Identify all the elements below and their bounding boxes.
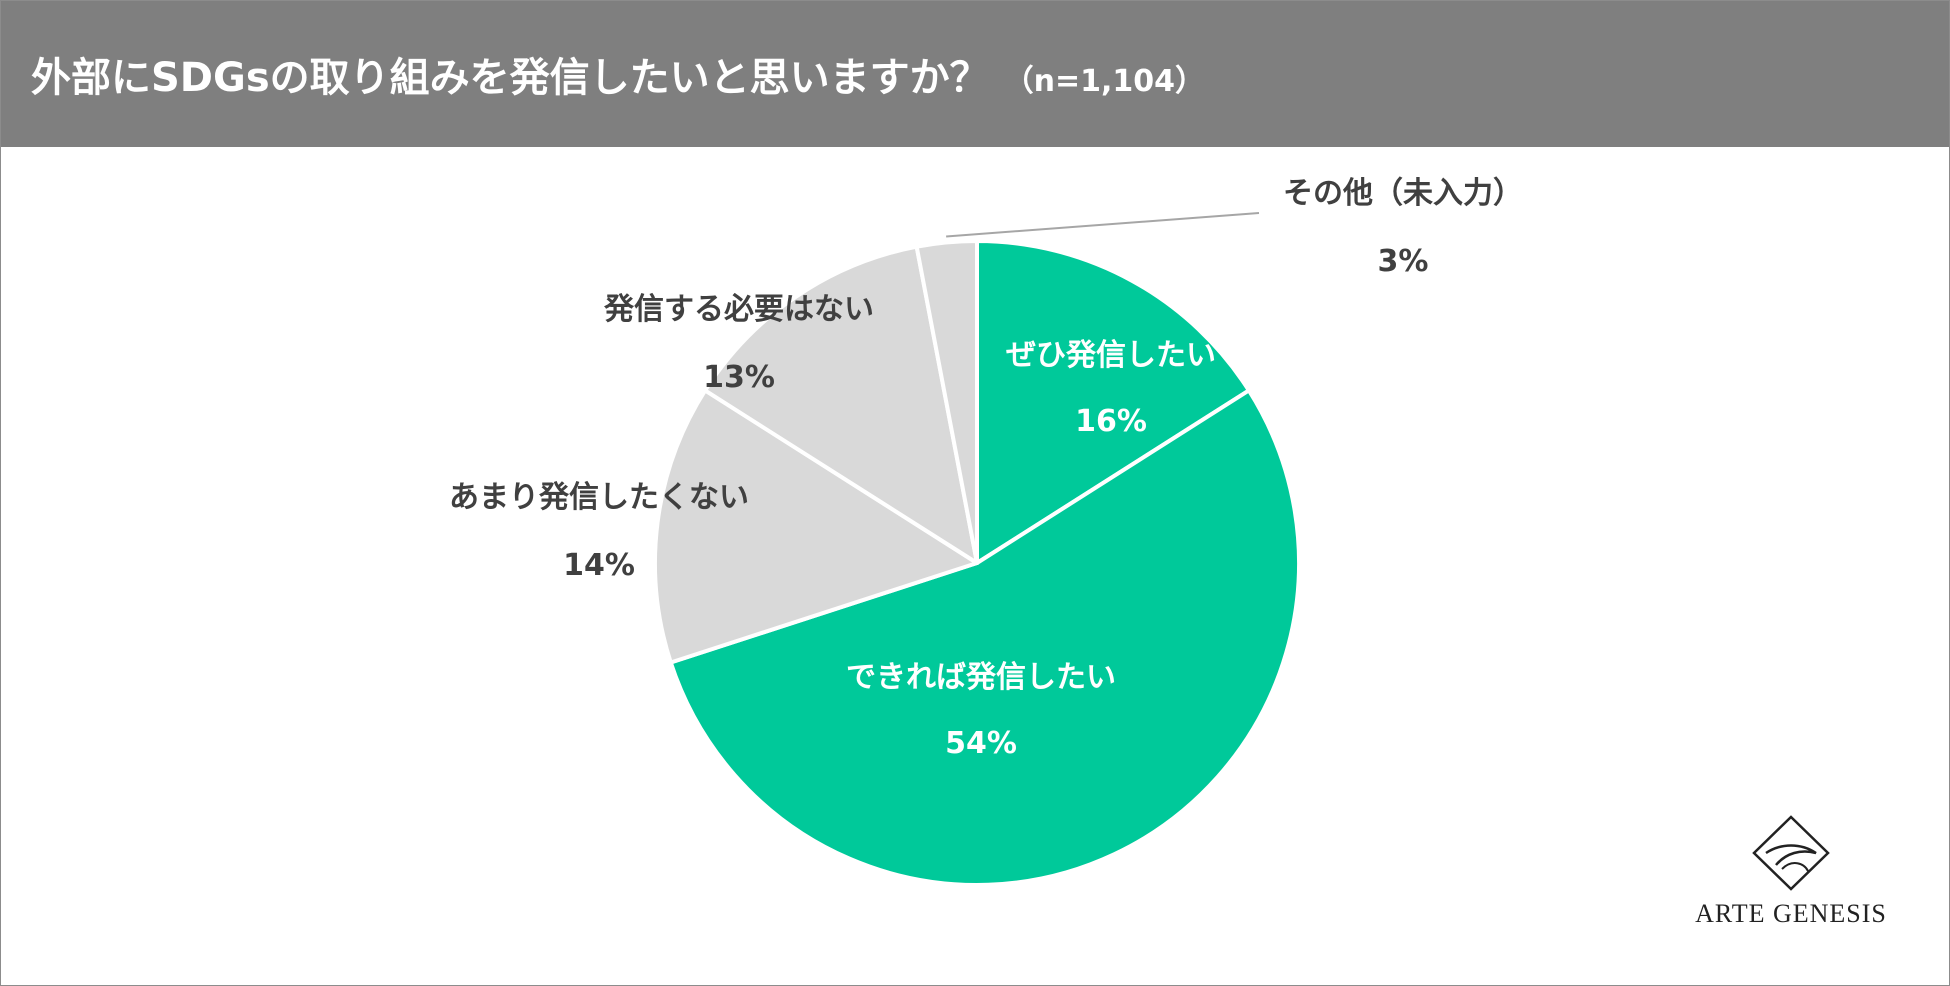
slice-value-label: 54% (945, 726, 1017, 761)
slice-value-label: 13% (703, 360, 775, 395)
slice-value-label: 14% (563, 548, 635, 583)
title-text: 外部にSDGsの取り組みを発信したいと思いますか？ (31, 55, 990, 101)
logo-text: ARTE GENESIS (1695, 899, 1887, 928)
sample-size: （n=1,104） (1003, 64, 1206, 99)
pie-slice (975, 239, 1251, 565)
slice-label: できれば発信したい (846, 660, 1116, 695)
slice-label: 発信する必要はない (603, 292, 874, 327)
slice-value-label: 16% (1075, 404, 1147, 439)
slice-label: あまり発信したくない (449, 480, 749, 515)
slice-label: ぜひ発信したい (1006, 338, 1216, 373)
slice-value-label: 3% (1378, 244, 1429, 279)
pie-chart: ぜひ発信したい 16% できれば発信したい 54% あまり発信したくない 14% 発信する必… (449, 176, 1523, 887)
arte-genesis-logo-icon (1752, 815, 1830, 891)
pie-slice (653, 388, 979, 665)
page-title: 外部にSDGsの取り組みを発信したいと思いますか？ （n=1,104） (31, 45, 1205, 103)
header-bar: 外部にSDGsの取り組みを発信したいと思いますか？ （n=1,104） (1, 1, 1949, 147)
brand-logo: ARTE GENESIS (1681, 813, 1901, 929)
leader-line (946, 212, 1260, 238)
slice-label: その他（未入力） (1283, 176, 1523, 211)
pie-slice (668, 388, 1301, 887)
pie-slice (703, 244, 979, 565)
pie-slice (914, 239, 979, 565)
